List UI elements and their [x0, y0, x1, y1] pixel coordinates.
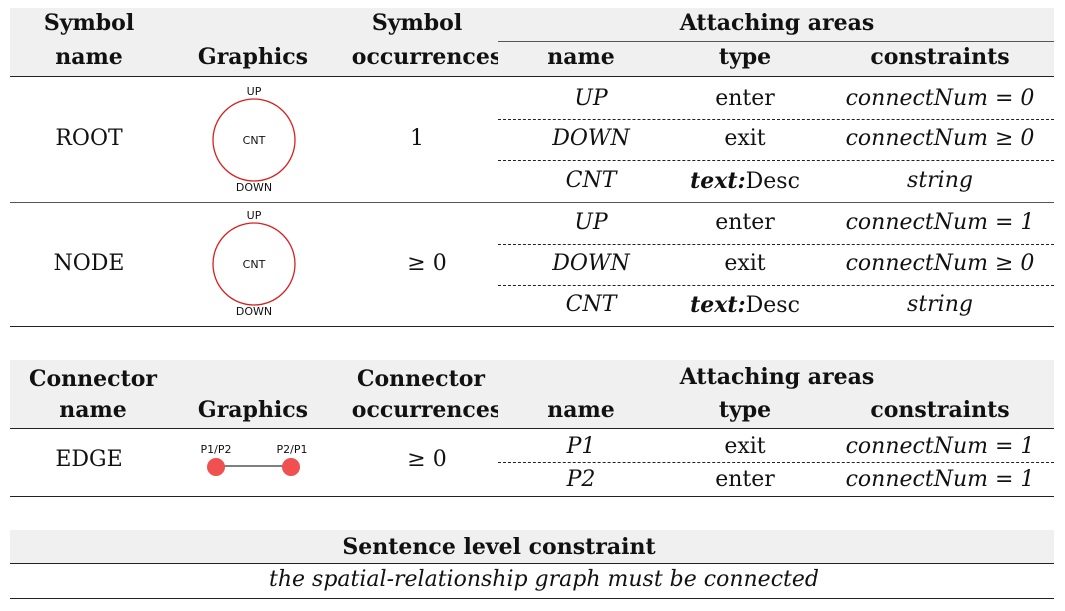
root-node-separator: [10, 202, 1054, 203]
symbols-table-header: [10, 8, 1054, 76]
root-up-label: UP: [247, 85, 262, 98]
header-occurrences-line2-clip: occurrences: [340, 44, 498, 74]
root-circle-icon: [212, 98, 296, 182]
edge-area-p2-constraint: connectNum = 1: [845, 467, 1035, 492]
root-area-cnt-type: text:Desc: [690, 170, 800, 193]
edge-area-p1-type: exit: [724, 434, 766, 459]
header-attaching-areas: Attaching areas: [679, 10, 875, 36]
header-connector-aa-type: type: [718, 397, 772, 423]
edge-area-p1-constraint: connectNum = 1: [845, 434, 1035, 459]
sentence-table-bottom-rule: [10, 598, 1054, 599]
node-symbol-graphic: UP CNT DOWN: [212, 209, 296, 318]
root-area-cnt-constraint: string: [907, 168, 973, 193]
header-graphics: Graphics: [197, 44, 309, 70]
root-down-label: DOWN: [236, 181, 272, 194]
node-area-down-name: DOWN: [552, 251, 630, 276]
header-symbol-name-line2: name: [55, 44, 123, 70]
sentence-table-header: [10, 530, 1054, 563]
node-area-down-constraint: connectNum ≥ 0: [845, 251, 1035, 276]
row-node-occurrences: ≥ 0: [407, 251, 447, 276]
root-row-divider-1: [498, 119, 1054, 120]
edge-right-label: P2/P1: [277, 443, 308, 456]
node-area-cnt-type: text:Desc: [690, 294, 800, 317]
root-cnt-label: CNT: [243, 134, 266, 147]
row-node-name: NODE: [53, 251, 125, 276]
edge-area-p2-name: P2: [566, 467, 596, 492]
root-row-divider-2: [498, 160, 1054, 161]
symbols-table: Symbol name Graphics Symbol occurrences …: [10, 0, 1054, 330]
root-area-down-constraint: connectNum ≥ 0: [845, 126, 1035, 151]
node-cnt-label: CNT: [243, 258, 266, 271]
connectors-table: Connector name Graphics Connector occurr…: [10, 360, 1054, 500]
root-area-up-name: UP: [574, 86, 608, 111]
node-area-cnt-type-value: Desc: [745, 293, 800, 318]
node-area-cnt-type-prefix: text:: [690, 292, 746, 318]
header-connector-occurrences-line2-clip: occurrences: [340, 397, 498, 427]
header-connector-name-line1: Connector: [29, 366, 157, 392]
root-area-cnt-name: CNT: [565, 168, 617, 193]
root-area-down-name: DOWN: [552, 126, 630, 151]
header-occurrences-line1: Symbol: [371, 10, 463, 36]
node-up-label: UP: [247, 209, 262, 222]
sentence-constraint: the spatial-relationship graph must be c…: [269, 567, 819, 592]
node-area-up-type: enter: [715, 210, 775, 235]
edge-p1-dot-icon: [207, 458, 225, 476]
node-row-divider-1: [498, 244, 1054, 245]
edge-area-p2-type: enter: [715, 467, 775, 492]
edge-connector-graphic: P1/P2 P2/P1: [201, 443, 308, 476]
node-circle-icon: [212, 222, 296, 306]
row-edge-name: EDGE: [55, 447, 123, 472]
edge-area-p1-name: P1: [566, 434, 596, 459]
row-edge-occurrences: ≥ 0: [407, 447, 447, 472]
header-occurrences-line2: occurrences: [351, 44, 498, 70]
header-connector-graphics: Graphics: [197, 397, 309, 423]
node-down-label: DOWN: [236, 305, 272, 318]
root-area-up-constraint: connectNum = 0: [845, 86, 1035, 111]
connectors-table-bottom-rule: [10, 496, 1054, 497]
header-aa-constraints: constraints: [870, 44, 1010, 70]
node-area-down-type: exit: [724, 251, 766, 276]
root-area-cnt-type-prefix: text:: [690, 168, 746, 194]
symbols-table-bottom-rule: [10, 326, 1054, 327]
header-bottom-rule: [10, 76, 1054, 77]
sentence-header: Sentence level constraint: [342, 534, 656, 560]
sentence-header-bottom-rule: [10, 563, 1054, 564]
edge-left-label: P1/P2: [201, 443, 232, 456]
connectors-header-bottom-rule: [10, 428, 1054, 429]
header-connector-aa-name: name: [547, 397, 615, 423]
node-area-up-constraint: connectNum = 1: [845, 210, 1035, 235]
header-aa-type: type: [718, 44, 772, 70]
node-area-up-name: UP: [574, 210, 608, 235]
header-aa-name: name: [547, 44, 615, 70]
header-connector-attaching-areas: Attaching areas: [679, 364, 875, 390]
header-connector-aa-constraints: constraints: [870, 397, 1010, 423]
header-connector-name-line2: name: [59, 397, 127, 423]
row-root-occurrences: 1: [410, 126, 424, 151]
node-area-cnt-name: CNT: [565, 292, 617, 317]
node-row-divider-2: [498, 285, 1054, 286]
edge-row-divider: [498, 462, 1054, 463]
root-area-up-type: enter: [715, 86, 775, 111]
header-connector-occurrences-line2: occurrences: [351, 397, 498, 423]
root-area-cnt-type-value: Desc: [745, 169, 800, 194]
attaching-areas-underline: [498, 41, 1054, 42]
header-symbol-name-line1: Symbol: [43, 10, 135, 36]
root-area-down-type: exit: [724, 126, 766, 151]
header-connector-occurrences-line1: Connector: [357, 366, 485, 392]
node-area-cnt-constraint: string: [907, 292, 973, 317]
sentence-table: Sentence level constraint the spatial-re…: [10, 530, 1054, 600]
row-root-name: ROOT: [55, 126, 123, 151]
edge-p2-dot-icon: [282, 458, 300, 476]
connectors-table-header: [10, 360, 1054, 428]
root-symbol-graphic: UP CNT DOWN: [212, 85, 296, 194]
